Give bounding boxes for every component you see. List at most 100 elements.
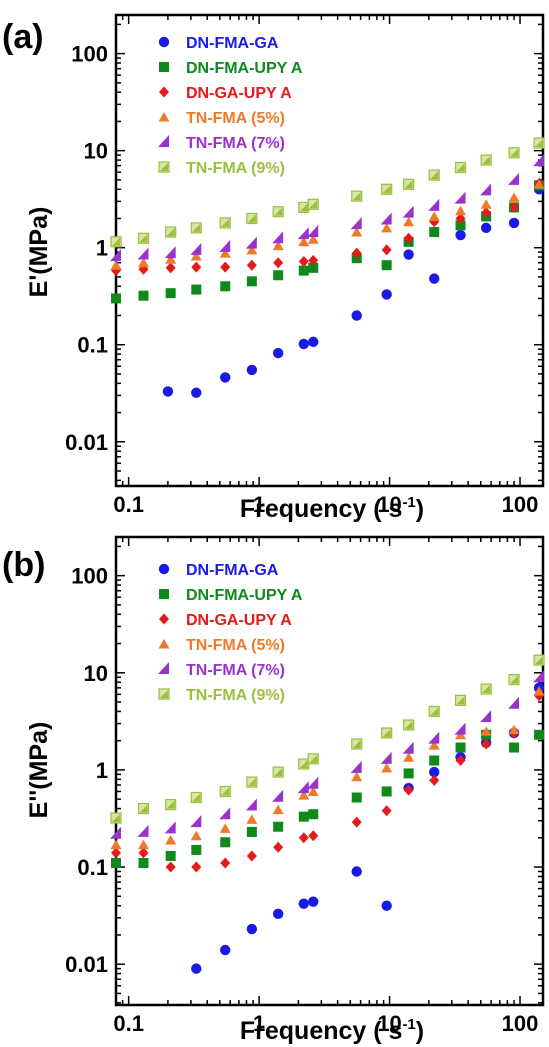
data-point xyxy=(307,776,319,789)
x-tick-label: 10 xyxy=(377,492,401,517)
x-tick-label: 10 xyxy=(377,1011,401,1036)
data-point-fill xyxy=(221,787,230,796)
data-point xyxy=(111,847,121,859)
legend-entry: DN-GA-UPY A xyxy=(159,85,292,102)
data-point xyxy=(246,259,257,271)
data-point-fill xyxy=(309,754,318,763)
data-point xyxy=(534,729,545,740)
data-point xyxy=(246,212,258,225)
data-point-fill xyxy=(382,728,391,737)
data-point-fill xyxy=(404,721,413,730)
data-point-fill xyxy=(247,214,256,223)
x-tick-label: 1 xyxy=(253,1011,265,1036)
data-point xyxy=(191,963,202,974)
data-point xyxy=(403,752,415,762)
y-tick-label: 0.1 xyxy=(77,855,108,880)
data-point-fill xyxy=(456,163,465,172)
data-point xyxy=(480,183,492,196)
data-point xyxy=(428,211,440,221)
data-point-fill xyxy=(274,207,283,216)
y-tick-label: 0.01 xyxy=(65,430,108,455)
data-point-fill xyxy=(535,138,544,147)
data-point xyxy=(190,791,202,804)
legend-label: TN-FMA (5%) xyxy=(186,637,285,654)
data-point xyxy=(402,205,414,218)
data-point xyxy=(298,236,310,247)
data-point xyxy=(246,364,258,376)
data-point xyxy=(246,850,257,862)
data-point xyxy=(246,776,258,788)
series-tn-fma-7- xyxy=(110,670,545,839)
data-point xyxy=(381,805,392,817)
data-point xyxy=(429,774,440,786)
data-point xyxy=(429,227,440,238)
data-point xyxy=(273,257,284,269)
data-point xyxy=(351,792,362,803)
legend-marker xyxy=(158,563,170,575)
data-point xyxy=(403,178,415,190)
data-point xyxy=(220,261,231,273)
series-tn-fma-7- xyxy=(110,154,545,262)
data-point xyxy=(455,742,466,753)
panel-label: (b) xyxy=(2,546,45,584)
data-point xyxy=(219,217,231,229)
data-point-fill xyxy=(139,234,148,243)
data-point-fill xyxy=(247,778,256,787)
data-point xyxy=(402,741,414,754)
data-point xyxy=(533,179,545,189)
data-point xyxy=(308,896,319,907)
data-point xyxy=(272,804,284,815)
data-point xyxy=(298,811,309,822)
legend-label: DN-FMA-UPY A xyxy=(186,587,303,604)
data-point xyxy=(246,826,257,837)
data-point-fill xyxy=(404,180,413,189)
data-point xyxy=(190,251,202,261)
legend-entry: DN-GA-UPY A xyxy=(159,612,292,629)
data-point xyxy=(480,710,492,723)
series-dn-fma-ga xyxy=(162,184,545,398)
data-point xyxy=(165,798,177,811)
data-point xyxy=(110,812,122,824)
data-point xyxy=(219,823,231,833)
data-point-fill xyxy=(299,203,308,212)
legend-marker xyxy=(159,589,169,599)
data-point xyxy=(308,336,319,348)
x-axis-label: Frequency ( s-1) xyxy=(240,494,424,523)
data-point xyxy=(351,771,363,782)
legend-label: DN-FMA-GA xyxy=(186,35,279,52)
data-point xyxy=(455,220,466,231)
legend-marker xyxy=(158,639,170,649)
legend-label: DN-FMA-UPY A xyxy=(186,60,303,77)
data-point xyxy=(307,753,319,765)
data-point xyxy=(429,273,440,284)
data-point-fill xyxy=(382,185,391,194)
data-point xyxy=(428,740,440,750)
series-tn-fma-5- xyxy=(110,685,545,850)
legend-label: TN-FMA (7%) xyxy=(186,662,285,679)
legend-label: TN-FMA (7%) xyxy=(186,135,285,152)
legend-marker xyxy=(159,62,169,72)
data-point xyxy=(307,198,319,210)
legend-entry: TN-FMA (5%) xyxy=(158,637,285,654)
data-point-fill xyxy=(430,171,439,180)
data-point xyxy=(481,207,492,219)
data-point xyxy=(533,654,545,666)
x-axis-label-end: ) xyxy=(416,1017,424,1045)
data-point xyxy=(137,247,149,260)
data-point xyxy=(246,923,258,935)
data-point xyxy=(480,726,492,736)
data-point xyxy=(191,844,202,855)
x-axis-label: Frequency ( s-1) xyxy=(240,1016,424,1045)
data-point xyxy=(509,742,520,753)
data-point xyxy=(298,790,310,800)
data-point xyxy=(381,260,392,271)
data-point xyxy=(272,231,284,244)
data-point xyxy=(137,232,150,244)
y-tick-label: 100 xyxy=(71,564,108,589)
data-point xyxy=(138,858,149,869)
data-point xyxy=(245,236,257,249)
data-point xyxy=(380,212,392,225)
legend-label: TN-FMA (9%) xyxy=(186,687,285,704)
data-point-fill xyxy=(192,793,201,802)
data-point xyxy=(380,751,392,764)
